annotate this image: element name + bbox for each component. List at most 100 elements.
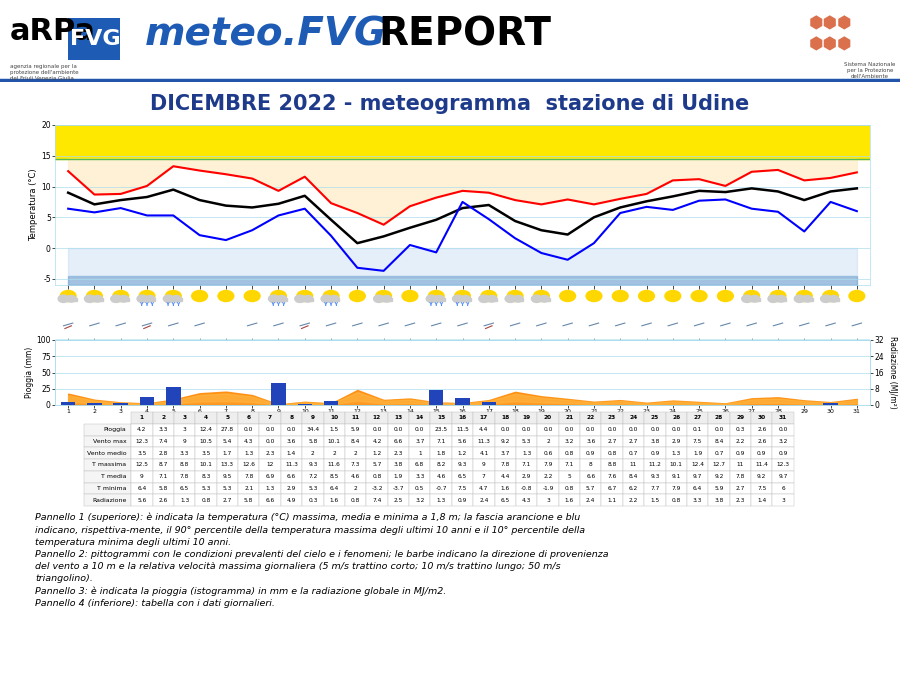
Bar bbox=[482, 402, 496, 405]
Circle shape bbox=[750, 296, 760, 302]
Circle shape bbox=[531, 295, 542, 302]
Bar bbox=[270, 298, 287, 301]
Circle shape bbox=[140, 290, 155, 302]
Circle shape bbox=[481, 290, 497, 302]
Circle shape bbox=[58, 295, 68, 302]
Bar bbox=[507, 298, 524, 301]
Bar bbox=[824, 403, 838, 405]
Bar bbox=[324, 401, 338, 405]
Bar bbox=[454, 298, 471, 301]
Bar bbox=[55, 125, 870, 159]
Circle shape bbox=[435, 296, 444, 302]
Circle shape bbox=[111, 295, 122, 302]
Circle shape bbox=[271, 290, 286, 302]
Circle shape bbox=[768, 295, 778, 302]
Circle shape bbox=[119, 296, 129, 302]
Bar bbox=[112, 298, 129, 301]
Circle shape bbox=[795, 295, 805, 302]
Circle shape bbox=[297, 290, 312, 302]
Text: meteo.FVG: meteo.FVG bbox=[145, 15, 387, 53]
Circle shape bbox=[427, 295, 436, 302]
Circle shape bbox=[454, 290, 471, 302]
Circle shape bbox=[508, 290, 523, 302]
Text: aRPa: aRPa bbox=[10, 18, 96, 47]
Bar bbox=[533, 298, 550, 301]
Bar bbox=[796, 298, 813, 301]
Circle shape bbox=[770, 290, 786, 302]
Bar bbox=[296, 298, 313, 301]
Bar bbox=[455, 398, 470, 405]
Circle shape bbox=[586, 290, 602, 302]
Circle shape bbox=[803, 296, 812, 302]
Circle shape bbox=[742, 295, 752, 302]
Circle shape bbox=[639, 290, 654, 302]
Circle shape bbox=[146, 296, 155, 302]
Bar bbox=[165, 298, 182, 301]
Bar bbox=[481, 298, 497, 301]
Bar bbox=[429, 389, 444, 405]
Circle shape bbox=[665, 290, 680, 302]
Text: Sistema Nazionale
per la Protezione
dell'Ambiente: Sistema Nazionale per la Protezione dell… bbox=[844, 62, 896, 80]
Circle shape bbox=[560, 290, 575, 302]
Circle shape bbox=[691, 290, 707, 302]
FancyBboxPatch shape bbox=[68, 18, 120, 60]
Bar bbox=[139, 298, 156, 301]
Bar bbox=[59, 298, 76, 301]
Circle shape bbox=[86, 290, 103, 302]
Circle shape bbox=[540, 296, 549, 302]
Circle shape bbox=[329, 296, 339, 302]
Bar bbox=[271, 383, 285, 405]
Text: FVG: FVG bbox=[69, 29, 121, 49]
Text: Pannello 1 (superiore): è indicata la temperatura (°C) massima, media e minima a: Pannello 1 (superiore): è indicata la te… bbox=[35, 513, 608, 608]
Circle shape bbox=[375, 290, 392, 302]
Text: ⬢⬢⬢
⬢⬢⬢: ⬢⬢⬢ ⬢⬢⬢ bbox=[808, 15, 851, 53]
Circle shape bbox=[453, 295, 463, 302]
Circle shape bbox=[717, 290, 734, 302]
Circle shape bbox=[166, 290, 181, 302]
Y-axis label: Radiazione (MJ/m²): Radiazione (MJ/m²) bbox=[888, 336, 897, 409]
Circle shape bbox=[514, 296, 523, 302]
Circle shape bbox=[461, 296, 471, 302]
Circle shape bbox=[487, 296, 497, 302]
Bar bbox=[375, 298, 392, 301]
Circle shape bbox=[796, 290, 812, 302]
Bar bbox=[166, 387, 181, 405]
Y-axis label: Temperatura (°C): Temperatura (°C) bbox=[30, 169, 39, 242]
Circle shape bbox=[85, 295, 95, 302]
Bar bbox=[743, 298, 760, 301]
Bar bbox=[770, 298, 787, 301]
Bar bbox=[113, 403, 128, 405]
Y-axis label: Pioggia (mm): Pioggia (mm) bbox=[24, 347, 33, 398]
Circle shape bbox=[349, 290, 365, 302]
Circle shape bbox=[505, 295, 516, 302]
Circle shape bbox=[277, 296, 286, 302]
Circle shape bbox=[303, 296, 312, 302]
Bar bbox=[140, 397, 154, 405]
Circle shape bbox=[137, 295, 148, 302]
Bar bbox=[298, 404, 312, 405]
Circle shape bbox=[163, 295, 174, 302]
Bar bbox=[823, 298, 839, 301]
Circle shape bbox=[777, 296, 786, 302]
Circle shape bbox=[268, 295, 279, 302]
Circle shape bbox=[382, 296, 392, 302]
Circle shape bbox=[374, 295, 384, 302]
Text: agenzia regionale per la
protezione dell'ambiente
del Friuli Venezia Giulia: agenzia regionale per la protezione dell… bbox=[10, 64, 78, 82]
Text: REPORT: REPORT bbox=[378, 15, 551, 53]
Circle shape bbox=[849, 290, 865, 302]
Circle shape bbox=[612, 290, 628, 302]
Circle shape bbox=[244, 290, 260, 302]
Text: DICEMBRE 2022 - meteogramma  stazione di Udine: DICEMBRE 2022 - meteogramma stazione di … bbox=[150, 94, 750, 113]
Circle shape bbox=[479, 295, 490, 302]
Circle shape bbox=[295, 295, 305, 302]
Circle shape bbox=[428, 290, 444, 302]
Circle shape bbox=[172, 296, 181, 302]
Circle shape bbox=[321, 295, 331, 302]
Circle shape bbox=[821, 295, 831, 302]
Bar bbox=[428, 298, 445, 301]
Bar bbox=[322, 298, 339, 301]
Circle shape bbox=[402, 290, 418, 302]
Circle shape bbox=[218, 290, 234, 302]
Circle shape bbox=[534, 290, 549, 302]
Circle shape bbox=[112, 290, 129, 302]
